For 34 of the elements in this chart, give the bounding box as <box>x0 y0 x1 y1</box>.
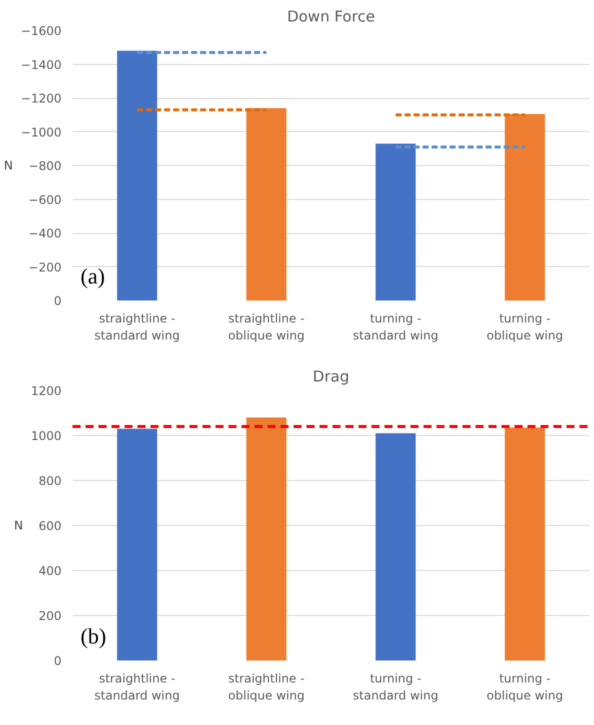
x-tick-label: turning - standard wing <box>352 312 438 342</box>
y-tick-label: 1000 <box>30 429 62 443</box>
y-tick-label: −200 <box>28 260 62 274</box>
x-tick-label: turning - oblique wing <box>486 672 564 702</box>
bar <box>246 418 286 660</box>
y-tick-label: −1600 <box>20 24 62 38</box>
x-tick-label: turning - oblique wing <box>486 312 564 342</box>
y-tick-label: 400 <box>38 564 62 578</box>
chart-title: Drag <box>312 368 350 386</box>
y-tick-label: −400 <box>28 226 62 240</box>
y-tick-label: −1000 <box>20 125 62 140</box>
y-tick-label: −800 <box>28 159 62 173</box>
y-tick-label: −1200 <box>20 92 62 106</box>
y-tick-label: 1200 <box>30 384 62 398</box>
x-tick-label: straightline - standard wing <box>94 672 180 702</box>
bar <box>117 428 158 660</box>
x-tick-label: straightline - oblique wing <box>228 672 305 702</box>
annotation: (b) <box>80 624 106 648</box>
x-tick-label: straightline - standard wing <box>94 312 180 342</box>
bar <box>504 428 545 660</box>
y-tick-label: 0 <box>54 294 62 308</box>
y-tick-label: 0 <box>54 654 62 668</box>
y-tick-label: 600 <box>38 519 62 533</box>
y-tick-label: 200 <box>38 609 62 623</box>
y-tick-label: 800 <box>38 474 62 488</box>
y-tick-label: −1400 <box>20 58 62 72</box>
x-tick-label: turning - standard wing <box>352 672 438 702</box>
y-tick-label: −600 <box>28 192 62 207</box>
y-axis-title: N <box>14 518 23 532</box>
annotation: (a) <box>80 264 105 288</box>
bar <box>376 433 416 660</box>
chart-title: Down Force <box>287 8 375 26</box>
y-axis-title: N <box>4 158 13 172</box>
x-tick-label: straightline - oblique wing <box>228 312 305 342</box>
